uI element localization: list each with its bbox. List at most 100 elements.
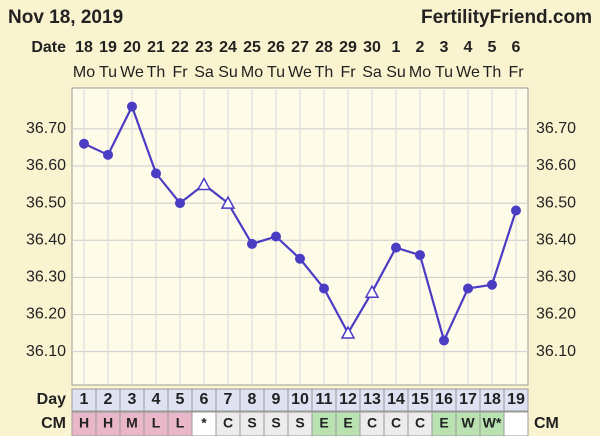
cm-code: H bbox=[79, 415, 89, 431]
y-tick-label: 36.20 bbox=[26, 306, 66, 323]
day-number: 10 bbox=[291, 391, 309, 408]
discarded-temp bbox=[196, 176, 212, 191]
day-number: 11 bbox=[316, 391, 333, 408]
cm-code: C bbox=[223, 415, 233, 431]
cm-code: L bbox=[152, 415, 161, 431]
day-number: 7 bbox=[224, 391, 233, 408]
date: 1 bbox=[392, 39, 401, 56]
discarded-temp bbox=[364, 284, 380, 298]
weekday: Fr bbox=[340, 64, 356, 81]
date: 19 bbox=[99, 39, 117, 56]
temp-point bbox=[271, 231, 281, 242]
chart-title: Nov 18, 2019 bbox=[8, 7, 123, 28]
weekday: Sa bbox=[362, 64, 382, 81]
day-number: 12 bbox=[339, 391, 357, 408]
date: 29 bbox=[339, 39, 357, 56]
source: FertilityFriend.com bbox=[421, 7, 592, 28]
date: 3 bbox=[440, 39, 449, 56]
day-number: 2 bbox=[104, 391, 113, 408]
temp-point bbox=[319, 283, 329, 294]
day-cell bbox=[503, 388, 529, 412]
date: 22 bbox=[171, 39, 189, 56]
temp-point bbox=[247, 238, 257, 249]
cm-code: C bbox=[415, 415, 425, 431]
discarded-temp bbox=[220, 195, 236, 209]
temp-point bbox=[295, 253, 305, 264]
cm-cell bbox=[431, 411, 457, 436]
day-number: 18 bbox=[483, 391, 501, 408]
temp-point bbox=[151, 168, 161, 179]
temp-point bbox=[175, 198, 185, 209]
cm-code: E bbox=[319, 415, 328, 431]
day-number: 9 bbox=[272, 391, 281, 408]
date: 6 bbox=[512, 39, 521, 56]
weekday: We bbox=[456, 64, 480, 81]
day-number: 15 bbox=[411, 391, 429, 408]
y-tick-label-right: 36.20 bbox=[536, 306, 576, 323]
weekday: Sa bbox=[194, 64, 214, 81]
cm-code: C bbox=[391, 415, 401, 431]
weekday: Fr bbox=[508, 64, 524, 81]
y-tick-label: 36.60 bbox=[26, 157, 66, 174]
cm-cell bbox=[239, 411, 265, 436]
temp-point bbox=[127, 101, 137, 112]
weekday: Mo bbox=[241, 64, 263, 81]
day-number: 14 bbox=[387, 391, 405, 408]
discarded-temp bbox=[340, 325, 356, 339]
day-number: 8 bbox=[248, 391, 257, 408]
date: 30 bbox=[363, 39, 381, 56]
day-label: Day bbox=[37, 391, 66, 408]
temp-point bbox=[103, 149, 113, 160]
date: 26 bbox=[267, 39, 285, 56]
day-number: 16 bbox=[435, 391, 453, 408]
date: 4 bbox=[464, 39, 473, 56]
weekday: Tu bbox=[99, 64, 117, 81]
day-number: 19 bbox=[507, 391, 525, 408]
cm-code: M bbox=[126, 415, 138, 431]
weekday: Fr bbox=[172, 64, 188, 81]
temp-point bbox=[391, 242, 401, 253]
y-tick-label: 36.70 bbox=[26, 120, 66, 137]
weekday: Mo bbox=[73, 64, 95, 81]
cm-code: W bbox=[461, 415, 475, 431]
cm-cell bbox=[215, 411, 241, 436]
date: 24 bbox=[219, 39, 237, 56]
cm-cell bbox=[503, 411, 529, 436]
day-number: 17 bbox=[459, 391, 477, 408]
weekday: We bbox=[120, 64, 144, 81]
cm-cell bbox=[263, 411, 289, 436]
cm-cell bbox=[191, 411, 217, 436]
cm-cell bbox=[167, 411, 193, 436]
date: 18 bbox=[75, 39, 93, 56]
cm-code: S bbox=[247, 415, 256, 431]
weekday: Tu bbox=[267, 64, 285, 81]
date: 5 bbox=[488, 39, 497, 56]
weekday: Tu bbox=[435, 64, 453, 81]
cm-cell bbox=[407, 411, 433, 436]
cm-cell bbox=[479, 411, 505, 436]
date: 27 bbox=[291, 39, 309, 56]
cm-code: H bbox=[103, 415, 113, 431]
temp-point bbox=[463, 283, 473, 294]
temp-point bbox=[487, 279, 497, 290]
y-tick-label-right: 36.70 bbox=[536, 120, 576, 137]
cm-cell bbox=[95, 411, 121, 436]
day-number: 13 bbox=[363, 391, 381, 408]
y-tick-label-right: 36.10 bbox=[536, 343, 576, 360]
weekday: Su bbox=[386, 64, 406, 81]
y-tick-label: 36.10 bbox=[26, 343, 66, 360]
weekday: Su bbox=[218, 64, 238, 81]
cm-cell bbox=[455, 411, 481, 436]
cm-code: S bbox=[271, 415, 280, 431]
y-tick-label-right: 36.60 bbox=[536, 157, 576, 174]
weekday: Th bbox=[147, 64, 166, 81]
date: 28 bbox=[315, 39, 333, 56]
temp-point bbox=[439, 335, 449, 346]
cm-code: E bbox=[343, 415, 352, 431]
temp-point bbox=[415, 250, 425, 261]
weekday: Th bbox=[315, 64, 334, 81]
cm-code: C bbox=[367, 415, 377, 431]
date: 23 bbox=[195, 39, 213, 56]
cm-label-right: CM bbox=[534, 415, 559, 432]
weekday: Th bbox=[483, 64, 502, 81]
